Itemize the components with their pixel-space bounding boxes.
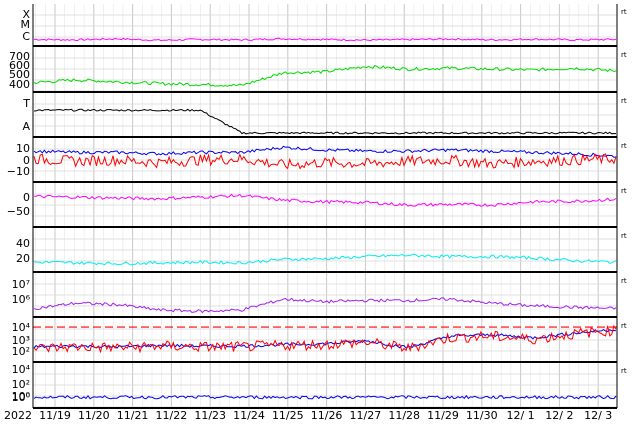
series-line xyxy=(33,324,617,354)
y-tick-label: 10⁷ xyxy=(12,278,30,291)
rt-marker: rt xyxy=(621,277,627,285)
year-label: 2022 xyxy=(4,409,32,422)
y-tick-label: 40 xyxy=(16,237,30,250)
series-line xyxy=(33,153,617,170)
x-tick-label: 11/22 xyxy=(156,409,188,422)
y-tick-label: 700 xyxy=(9,50,30,63)
y-tick-label: 10³ xyxy=(12,334,30,347)
y-tick-label: 20 xyxy=(16,252,30,265)
y-tick-label: 0 xyxy=(23,191,30,204)
series-line xyxy=(33,108,617,135)
rt-marker: rt xyxy=(621,322,627,330)
y-tick-label: 10⁰ xyxy=(12,391,31,404)
series-line xyxy=(33,329,617,349)
x-tick-label: 11/26 xyxy=(311,409,343,422)
y-tick-label: A xyxy=(22,120,30,133)
series-line xyxy=(33,394,617,400)
rt-marker: rt xyxy=(621,97,627,105)
x-tick-label: 12/ 3 xyxy=(584,409,612,422)
series-line xyxy=(34,193,617,207)
y-tick-label: T xyxy=(22,97,30,110)
y-tick-label: M xyxy=(21,18,31,31)
x-tick-label: 11/23 xyxy=(194,409,226,422)
x-tick-label: 11/24 xyxy=(233,409,265,422)
y-tick-label: 10 xyxy=(16,142,30,155)
y-tick-label: 400 xyxy=(9,78,30,91)
series-line xyxy=(33,145,617,158)
rt-marker: rt xyxy=(621,232,627,240)
y-tick-label: C xyxy=(22,30,30,43)
y-tick-label: X xyxy=(22,8,30,21)
rt-marker: rt xyxy=(621,187,627,195)
x-tick-label: 11/28 xyxy=(388,409,420,422)
y-tick-label: 10⁴ xyxy=(12,363,31,376)
grid xyxy=(33,4,617,408)
y-tick-label: 10⁴ xyxy=(12,321,31,334)
x-tick-label: 11/25 xyxy=(272,409,304,422)
y-tick-label: −50 xyxy=(7,205,30,218)
x-tick-label: 11/19 xyxy=(39,409,71,422)
series-line xyxy=(33,64,617,87)
x-tick-label: 11/20 xyxy=(78,409,110,422)
panel-frames xyxy=(32,4,618,409)
y-tick-label: 10⁰ xyxy=(12,390,31,403)
x-tick-label: 11/21 xyxy=(117,409,149,422)
y-tick-label: 10² xyxy=(12,345,30,358)
x-tick-label: 11/30 xyxy=(466,409,498,422)
y-tick-label: −10 xyxy=(7,165,30,178)
series-line xyxy=(33,37,617,42)
y-tick-label: 10² xyxy=(12,378,30,391)
x-tick-label: 11/29 xyxy=(427,409,459,422)
y-tick-label: 500 xyxy=(9,68,30,81)
rt-marker: rt xyxy=(621,142,627,150)
series-line xyxy=(33,253,617,266)
rt-marker: rt xyxy=(621,367,627,375)
y-tick-label: 0 xyxy=(23,154,30,167)
rt-marker: rt xyxy=(621,8,627,16)
x-tick-label: 11/27 xyxy=(350,409,382,422)
rt-marker: rt xyxy=(621,51,627,59)
y-tick-label: 10⁶ xyxy=(12,293,31,306)
y-tick-label: 600 xyxy=(9,59,30,72)
x-tick-label: 12/ 1 xyxy=(506,409,534,422)
series-layer xyxy=(33,37,617,400)
series-line xyxy=(33,297,617,314)
x-tick-label: 12/ 2 xyxy=(545,409,573,422)
labels: 2022 11/19 11/20 11/21 11/22 11/23 11/24 11/25… xyxy=(4,8,627,422)
